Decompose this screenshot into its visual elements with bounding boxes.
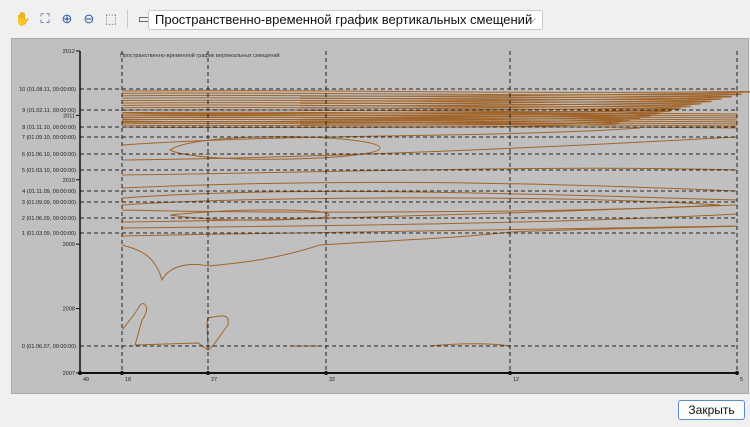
zoom-region-icon[interactable]: ⛶ <box>40 11 50 26</box>
contour-line-25 <box>121 167 738 176</box>
contour-line-33 <box>121 225 738 282</box>
chevron-down-icon: ⌵ <box>528 14 536 25</box>
x-tick-marker <box>735 371 739 375</box>
contour-line-14 <box>121 112 738 115</box>
y-tick-label: 2007 <box>63 371 75 377</box>
contour-line-29 <box>169 209 330 221</box>
reference-line-label: 5 (01.03.10, 00:00:00) <box>22 168 76 174</box>
y-tick-label: 2008 <box>63 307 75 313</box>
window-icon[interactable]: ▭ <box>137 11 151 26</box>
close-button[interactable]: Закрыть <box>678 400 745 420</box>
zoom-reset-icon[interactable]: ⬚ <box>104 11 118 26</box>
x-tick-label: 12 <box>513 377 519 383</box>
contour-line-19 <box>121 122 738 125</box>
x-tick-marker <box>324 371 328 375</box>
x-tick-label: 32 <box>329 377 335 383</box>
x-tick-marker <box>508 371 512 375</box>
contour-line-26 <box>121 181 738 192</box>
reference-line-label: 8 (01.11.10, 00:00:00) <box>22 125 76 131</box>
contour-line-17 <box>121 118 738 121</box>
dropdown-value: Пространственно-временной график вертика… <box>155 12 533 27</box>
x-tick-marker <box>206 371 210 375</box>
x-tick-label: 5 <box>740 377 743 383</box>
toolbar-divider <box>127 10 128 28</box>
x-tick-marker <box>120 371 124 375</box>
reference-line-label: 0 (01.06.07, 00:00:00) <box>22 344 76 350</box>
zoom-out-icon[interactable]: ⊖ <box>83 11 95 26</box>
contour-line-27 <box>121 190 738 201</box>
reference-line-label: 4 (01.11.09, 00:00:00) <box>22 189 76 195</box>
reference-line-label: 3 (01.09.09, 00:00:00) <box>22 200 76 206</box>
x-tick-marker <box>78 371 82 375</box>
toolbar: ✋ ⛶ ⊕ ⊖ ⬚ ▭ <box>14 10 153 28</box>
contour-line-30 <box>121 204 738 223</box>
y-tick-label: 2010 <box>63 178 75 184</box>
reference-line-label: 2 (01.06.09, 00:00:00) <box>22 216 76 222</box>
contour-line-28 <box>121 197 721 213</box>
y-tick-label: 2012 <box>63 49 75 55</box>
reference-line-label: 7 (01.09.10, 00:00:00) <box>22 135 76 141</box>
x-tick-label: 18 <box>125 377 131 383</box>
contour-line-22 <box>169 136 381 160</box>
contour-line-15 <box>121 114 738 117</box>
contour-line-32 <box>121 225 738 237</box>
chart-type-dropdown[interactable]: Пространственно-временной график вертика… <box>148 10 543 30</box>
contour-line-23 <box>121 127 641 146</box>
contour-line-16 <box>121 116 738 119</box>
y-tick-label: 2009 <box>63 242 75 248</box>
contour-line-24 <box>121 136 738 161</box>
contour-line-18 <box>121 120 738 123</box>
reference-line-label: 9 (01.02.11, 00:00:00) <box>22 108 76 114</box>
x-tick-label: 49 <box>83 377 89 383</box>
y-tick-label: 2011 <box>63 113 75 119</box>
chart-title: Пространственно-временной график вертика… <box>120 52 280 59</box>
reference-line-label: 1 (01.03.09, 00:00:00) <box>22 231 76 237</box>
zoom-in-icon[interactable]: ⊕ <box>61 11 73 26</box>
contour-line-34 <box>121 303 229 351</box>
x-tick-label: 27 <box>211 377 217 383</box>
reference-line-label: 10 (01.08.11, 00:00:00) <box>19 87 76 93</box>
hand-pan-icon[interactable]: ✋ <box>14 11 32 26</box>
contour-line-20 <box>121 124 738 127</box>
contour-line-36 <box>429 343 511 347</box>
reference-line-label: 6 (01.06.10, 00:00:00) <box>22 152 76 158</box>
